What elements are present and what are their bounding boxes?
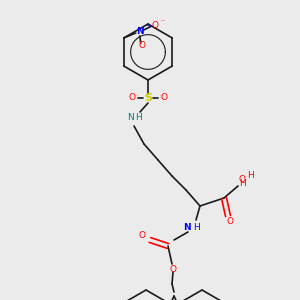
Text: O: O xyxy=(160,94,167,103)
Text: O: O xyxy=(238,176,245,184)
Text: O: O xyxy=(151,22,158,31)
Text: O: O xyxy=(139,232,145,241)
Text: +: + xyxy=(145,23,151,29)
Text: H: H xyxy=(136,113,142,122)
Text: O: O xyxy=(128,94,136,103)
Text: O: O xyxy=(138,41,145,50)
Text: ⁻: ⁻ xyxy=(161,17,165,26)
Text: H: H xyxy=(194,224,200,232)
Text: :: : xyxy=(159,94,161,98)
Text: N: N xyxy=(127,113,134,122)
Text: :: : xyxy=(135,94,137,98)
Text: O: O xyxy=(169,266,176,274)
Text: H: H xyxy=(247,172,254,181)
Text: N: N xyxy=(136,28,144,37)
Text: S: S xyxy=(144,93,152,103)
Text: N: N xyxy=(183,224,191,232)
Text: O: O xyxy=(226,218,233,226)
Text: H: H xyxy=(238,179,245,188)
